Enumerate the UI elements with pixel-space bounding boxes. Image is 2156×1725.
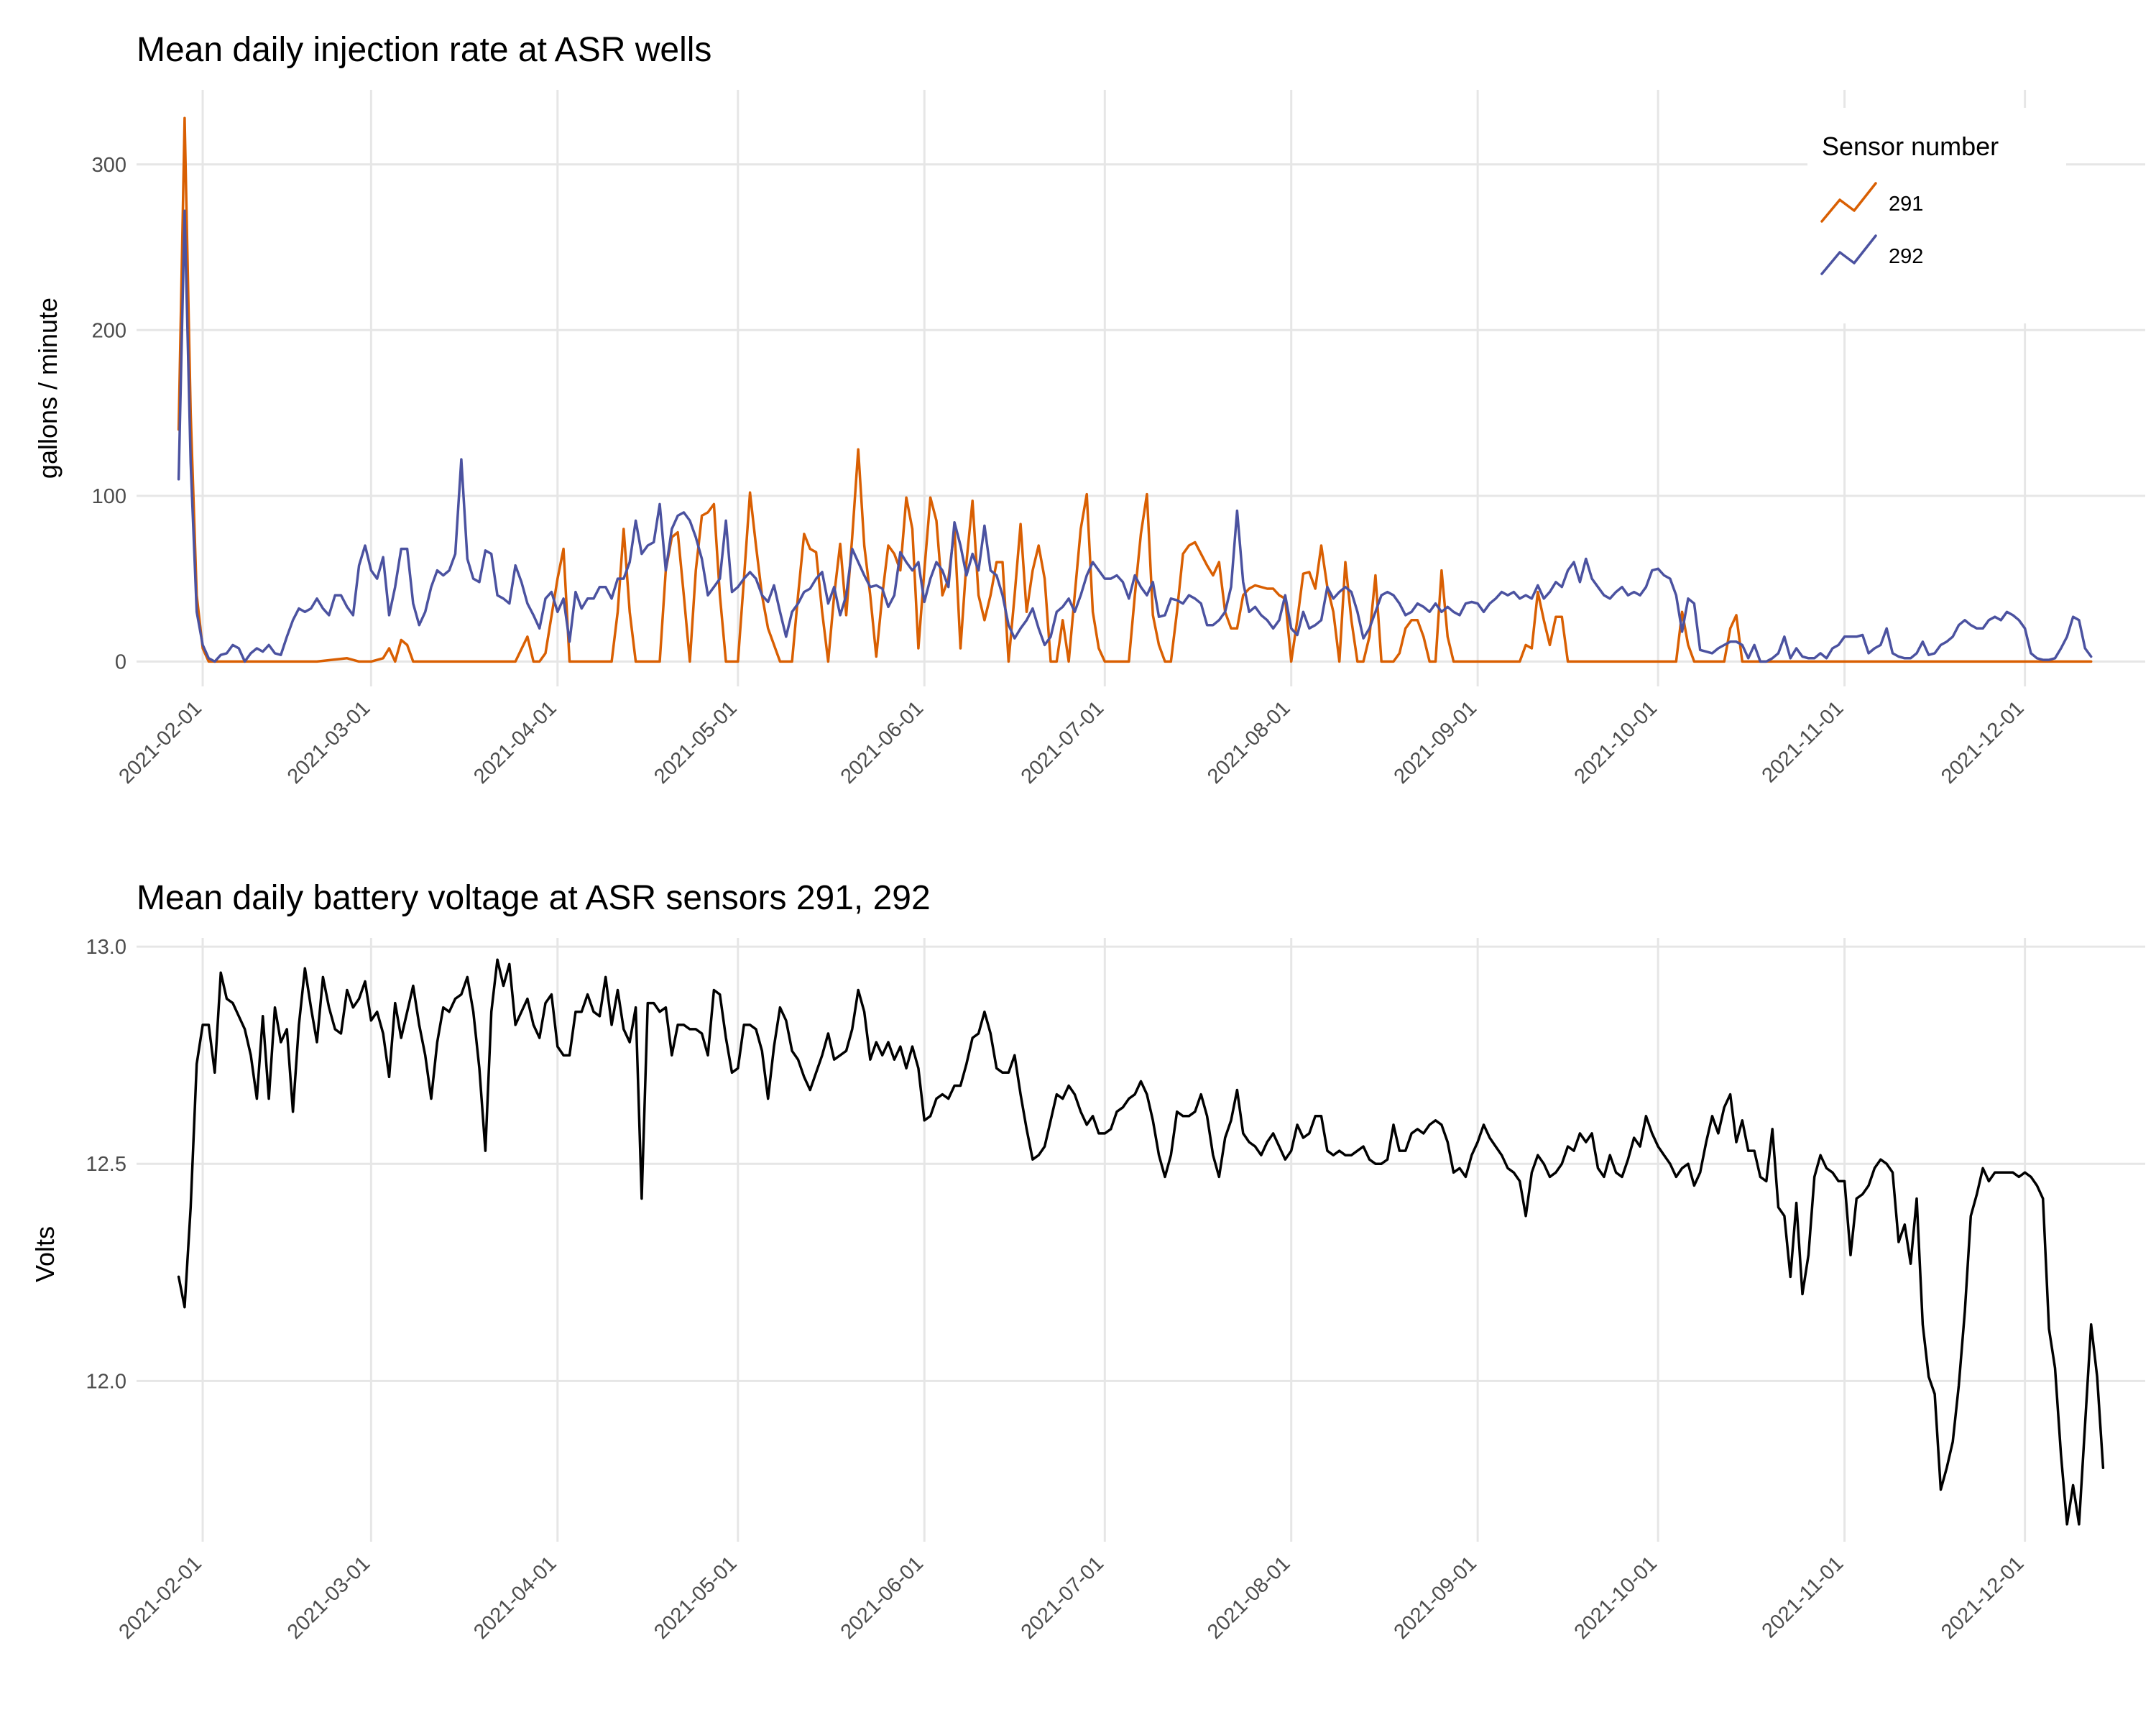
legend-label-291: 291 — [1889, 193, 1923, 216]
series-line-292 — [177, 209, 2093, 663]
x-tick-label: 2021-05-01 — [650, 1552, 742, 1644]
x-tick-labels: 2021-02-01 2021-03-01 2021-04-01 2021-05-01… — [114, 696, 2028, 788]
x-tick-label: 2021-12-01 — [1937, 1552, 2029, 1644]
y-tick-label: 12.0 — [86, 1370, 126, 1393]
series-line-291 — [177, 116, 2093, 663]
x-tick-label: 2021-06-01 — [837, 1552, 929, 1644]
x-tick-label: 2021-07-01 — [1017, 696, 1109, 788]
x-tick-label: 2021-12-01 — [1937, 696, 2029, 788]
x-tick-label: 2021-03-01 — [283, 696, 375, 788]
y-tick-label: 300 — [92, 154, 126, 177]
battery-voltage-panel: Mean daily battery voltage at ASR sensor… — [30, 879, 2145, 1644]
x-tick-labels: 2021-02-01 2021-03-01 2021-04-01 2021-05-01… — [114, 1552, 2028, 1644]
gridlines — [137, 938, 2145, 1542]
legend-title: Sensor number — [1822, 132, 1999, 161]
series-lines — [177, 958, 2105, 1526]
x-tick-label: 2021-11-01 — [1758, 1552, 1848, 1642]
gridlines — [137, 90, 2145, 686]
y-tick-label: 13.0 — [86, 936, 126, 959]
injection-rate-panel: Mean daily injection rate at ASR wells g… — [33, 31, 2145, 788]
x-tick-label: 2021-09-01 — [1390, 696, 1482, 788]
x-tick-label: 2021-10-01 — [1570, 696, 1662, 788]
x-tick-label: 2021-11-01 — [1758, 696, 1848, 787]
x-tick-label: 2021-08-01 — [1203, 696, 1295, 788]
legend-key-291 — [1820, 182, 1877, 223]
y-axis-title: Volts — [30, 1226, 60, 1282]
x-tick-label: 2021-06-01 — [837, 696, 929, 788]
x-tick-label: 2021-03-01 — [283, 1552, 375, 1644]
x-tick-label: 2021-02-01 — [114, 696, 206, 788]
x-tick-label: 2021-04-01 — [469, 1552, 561, 1644]
series-line — [177, 958, 2105, 1526]
y-tick-labels: 0 100 200 300 — [92, 154, 126, 674]
x-tick-label: 2021-08-01 — [1203, 1552, 1295, 1644]
chart-title: Mean daily battery voltage at ASR sensor… — [137, 879, 931, 917]
y-tick-label: 0 — [115, 650, 126, 673]
chart-title: Mean daily injection rate at ASR wells — [137, 31, 711, 69]
x-tick-label: 2021-05-01 — [650, 696, 742, 788]
y-tick-label: 12.5 — [86, 1153, 126, 1176]
x-tick-label: 2021-07-01 — [1017, 1552, 1109, 1644]
legend-label-292: 292 — [1889, 245, 1923, 268]
x-tick-label: 2021-09-01 — [1390, 1552, 1482, 1644]
x-tick-label: 2021-02-01 — [114, 1552, 206, 1644]
legend-key-292 — [1820, 234, 1877, 275]
y-tick-labels: 12.0 12.5 13.0 — [86, 936, 126, 1393]
y-axis-title: gallons / minute — [33, 298, 63, 479]
x-tick-label: 2021-04-01 — [469, 696, 561, 788]
legend-items: 291 292 — [1820, 182, 1923, 275]
y-tick-label: 100 — [92, 485, 126, 508]
legend-background — [1807, 108, 2066, 323]
series-lines — [177, 116, 2093, 663]
y-tick-label: 200 — [92, 319, 126, 342]
legend: Sensor number 291 292 — [1807, 108, 2066, 323]
x-tick-label: 2021-10-01 — [1570, 1552, 1662, 1644]
